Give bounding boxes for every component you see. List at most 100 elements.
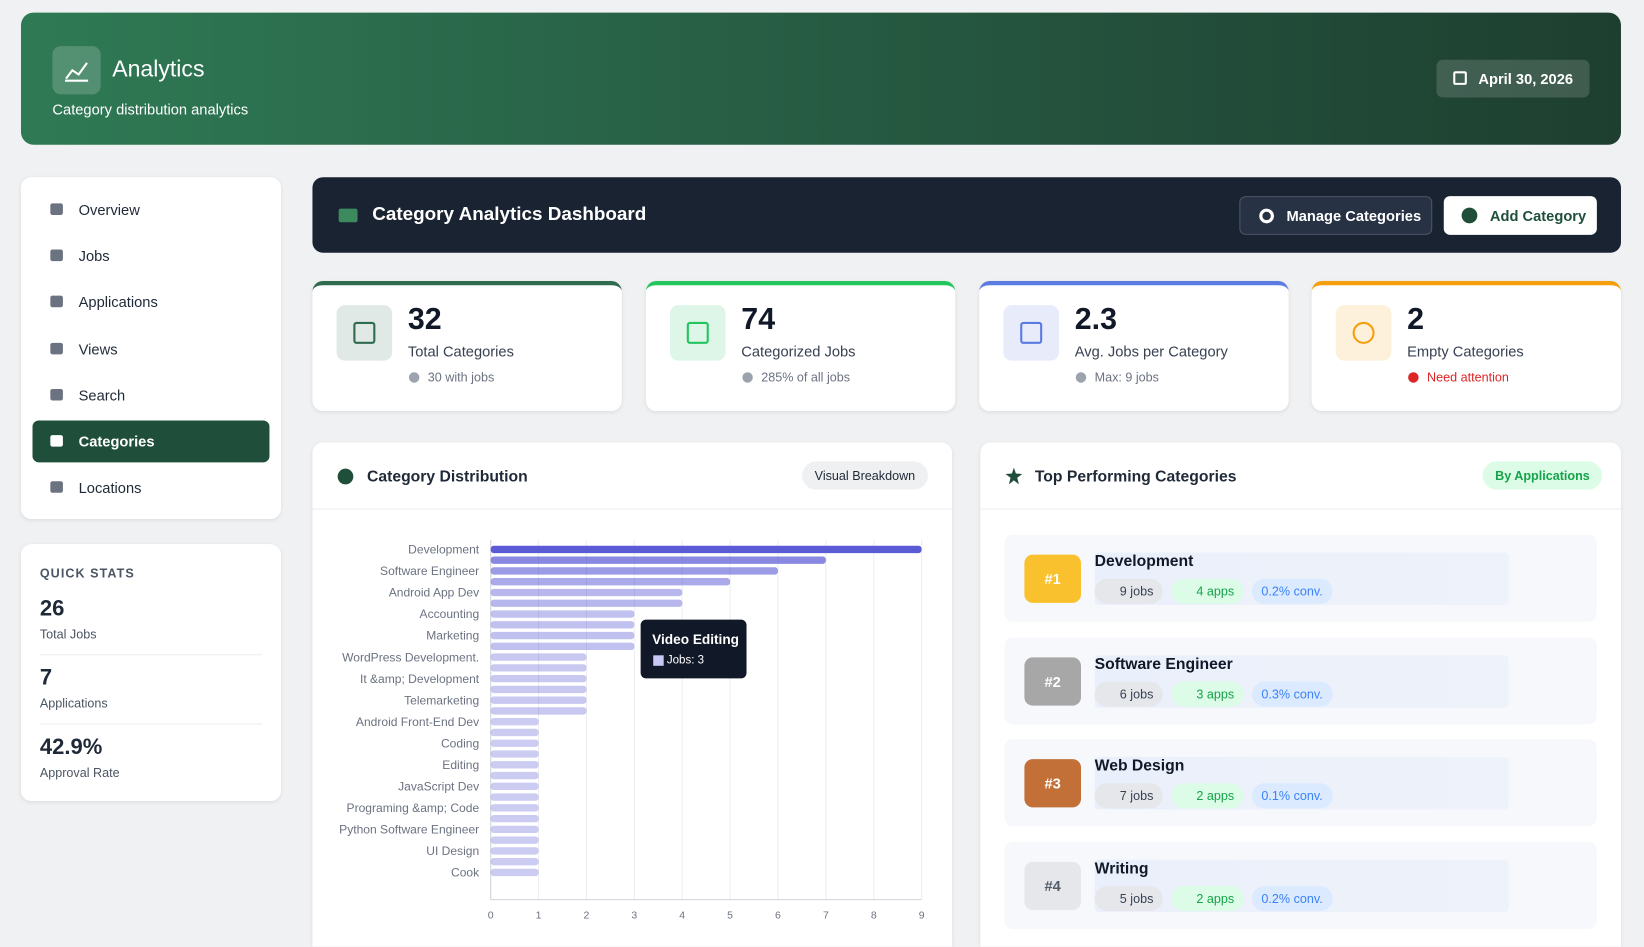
manage-label[interactable]: Manage Categories <box>1286 207 1422 224</box>
y-tick-label: Development <box>408 543 480 557</box>
stat-value: 2.3 <box>1074 303 1117 337</box>
bar <box>490 653 587 661</box>
bar <box>490 793 539 801</box>
bar <box>490 545 922 554</box>
dashboard-title: Category Analytics Dashboard <box>372 203 647 225</box>
x-tick-label: 4 <box>679 910 685 921</box>
sidebar: Overview Jobs Applications Views Search Categ… <box>20 177 281 520</box>
stat-icon-glyph <box>686 321 709 344</box>
y-tick-label: UI Design <box>426 844 479 858</box>
x-tick-label: 0 <box>488 910 494 921</box>
header-subtitle: Category distribution analytics <box>52 100 249 118</box>
bar <box>490 750 539 758</box>
quick-stat-value: 26 <box>39 596 65 621</box>
top-title: Top Performing Categories <box>1034 467 1237 486</box>
manage-button[interactable]: Manage Categories <box>1239 196 1433 235</box>
stat-note-icon <box>1408 372 1419 383</box>
rank-badge: #2 <box>1024 657 1082 706</box>
pill-conv: 0.1% conv. <box>1251 783 1333 809</box>
y-tick-label: WordPress Development. <box>342 650 479 664</box>
add-button[interactable]: Add Category <box>1443 196 1597 235</box>
bar <box>490 599 683 607</box>
y-tick-label: Programing &amp; Code <box>347 801 480 815</box>
divider <box>39 654 263 656</box>
tooltip-title: Video Editing <box>652 631 740 647</box>
pill-apps: 2 apps <box>1171 783 1244 809</box>
stat-value: 2 <box>1407 303 1425 337</box>
top-item-pills: 7 jobs 2 apps 0.1% conv. <box>1094 783 1341 809</box>
y-tick-label: Software Engineer <box>380 564 479 578</box>
bar <box>490 664 587 672</box>
dashboard-bar: Category Analytics Dashboard Manage Cate… <box>312 177 1621 253</box>
stat-note: 30 with jobs <box>427 370 495 385</box>
stat-label: Categorized Jobs <box>741 342 856 360</box>
top-item: #2 Software Engineer 6 jobs 3 apps 0.3% conv… <box>1004 637 1597 725</box>
y-tick-label: Android Front-End Dev <box>356 715 479 729</box>
x-tick-label: 3 <box>631 910 637 921</box>
bar <box>490 610 635 618</box>
distribution-panel: Category Distribution Visual Breakdown 0… <box>312 442 953 947</box>
stat-note: Max: 9 jobs <box>1094 370 1159 385</box>
x-tick-label: 9 <box>919 910 925 921</box>
nav-item[interactable]: Applications <box>33 281 270 323</box>
stat-label: Empty Categories <box>1407 342 1524 360</box>
x-tick-label: 5 <box>727 910 733 921</box>
nav-item[interactable]: Search <box>33 374 270 416</box>
add-label[interactable]: Add Category <box>1489 207 1587 224</box>
stat-label: Avg. Jobs per Category <box>1074 342 1228 360</box>
bar <box>490 825 539 834</box>
chart-title: Category Distribution <box>366 467 528 486</box>
quick-stat-value: 42.9% <box>39 734 103 760</box>
bar <box>490 631 635 640</box>
pill-apps: 4 apps <box>1171 578 1244 604</box>
top-badge: By Applications <box>1482 461 1603 490</box>
y-tick-label: Telemarketing <box>404 693 479 707</box>
bar <box>490 696 587 704</box>
bar <box>490 868 539 877</box>
pill-apps: 3 apps <box>1171 681 1244 707</box>
bar <box>490 642 635 650</box>
stat-icon-glyph <box>1352 321 1375 344</box>
top-item: #3 Web Design 7 jobs 2 apps 0.1% conv. <box>1004 739 1597 827</box>
tooltip: Video Editing Jobs: 3 <box>640 619 747 679</box>
quick-stat-label: Applications <box>39 696 108 711</box>
nav-item[interactable]: Views <box>33 328 270 370</box>
bar <box>490 847 539 855</box>
nav-item[interactable]: Locations <box>33 467 270 509</box>
bar <box>490 728 539 737</box>
y-tick-label: Python Software Engineer <box>339 823 479 837</box>
header-title: Analytics <box>112 55 205 82</box>
nav-item[interactable]: Categories <box>32 420 270 463</box>
top-item: #4 Writing 5 jobs 2 apps 0.2% conv. <box>1004 842 1597 930</box>
y-tick-label: JavaScript Dev <box>398 780 479 794</box>
x-tick-label: 7 <box>823 910 829 921</box>
top-item-name: Development <box>1094 552 1194 571</box>
nav-item[interactable]: Overview <box>33 189 270 231</box>
y-tick-label: Accounting <box>420 607 480 621</box>
bar <box>490 814 539 823</box>
top-item-name: Web Design <box>1094 757 1185 776</box>
bar <box>490 578 731 586</box>
pill-jobs: 9 jobs <box>1094 578 1163 604</box>
pill-jobs: 5 jobs <box>1094 886 1163 912</box>
y-tick-label: Editing <box>442 758 479 772</box>
quick-stat-value: 7 <box>39 665 53 690</box>
stat-icon <box>669 305 726 361</box>
bar <box>490 782 539 790</box>
stat-icon-glyph <box>353 321 376 344</box>
x-tick-label: 2 <box>584 910 590 921</box>
quick-stat-label: Approval Rate <box>39 765 120 781</box>
bar <box>490 707 587 715</box>
quick-stat-label: Total Jobs <box>39 627 97 642</box>
top-item: #1 Development 9 jobs 4 apps 0.2% conv. <box>1004 534 1597 622</box>
bar <box>490 556 826 564</box>
bar <box>490 674 587 683</box>
stat-note: Need attention <box>1427 370 1509 385</box>
nav-item[interactable]: Jobs <box>33 235 270 277</box>
stat-label: Total Categories <box>407 342 514 360</box>
rank-badge: #4 <box>1024 861 1082 911</box>
stat-note: 285% of all jobs <box>761 370 851 385</box>
divider <box>39 723 263 725</box>
x-tick-label: 8 <box>871 910 877 921</box>
